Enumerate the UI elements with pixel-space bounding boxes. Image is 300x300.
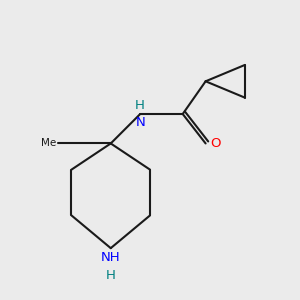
Text: Me: Me — [40, 139, 56, 148]
Text: H: H — [106, 269, 116, 282]
Text: O: O — [211, 137, 221, 150]
Text: NH: NH — [101, 251, 121, 264]
Text: H: H — [135, 99, 145, 112]
Text: N: N — [135, 116, 145, 129]
